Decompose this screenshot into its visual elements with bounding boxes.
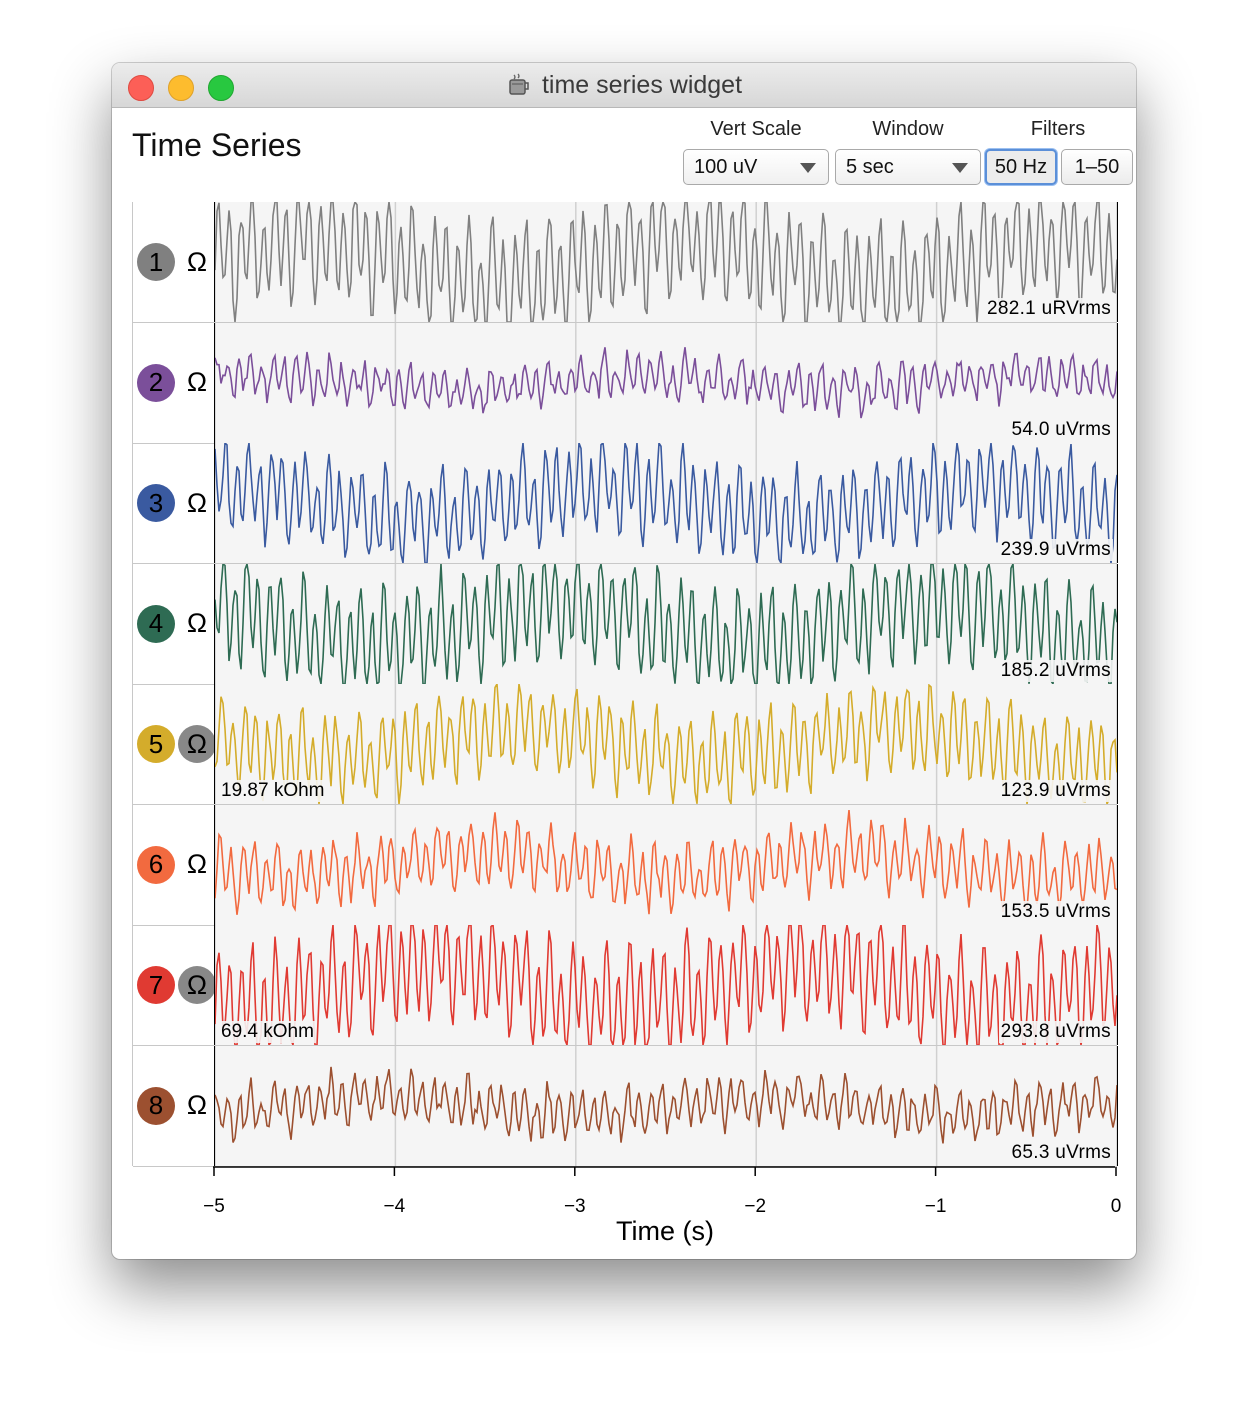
channel-signal-svg — [215, 443, 1117, 563]
app-window: time series widget Time Series Vert Scal… — [112, 63, 1136, 1259]
channel-signal-svg — [215, 804, 1117, 925]
vert-scale-select[interactable]: 100 uV — [683, 149, 829, 185]
x-tick-label: −1 — [924, 1196, 947, 1217]
close-button[interactable] — [128, 75, 154, 101]
impedance-label: 19.87 kOhm — [219, 780, 327, 802]
channel-number-button[interactable]: 7 — [137, 966, 175, 1004]
rms-label: 123.9 uVrms — [998, 780, 1113, 802]
channel-signal-line — [215, 202, 1117, 322]
notch-filter-button[interactable]: 50 Hz — [985, 149, 1057, 185]
window-select[interactable]: 5 sec — [835, 149, 981, 185]
x-tick-label: −2 — [744, 1196, 767, 1217]
zoom-button[interactable] — [208, 75, 234, 101]
channel-plot-area: 65.3 uVrms — [214, 1045, 1118, 1166]
impedance-toggle-icon[interactable]: Ω — [186, 246, 208, 277]
java-cup-icon — [509, 73, 529, 95]
channel-row: 1 Ω 282.1 uRVrms — [133, 202, 1118, 323]
channel-signal-svg — [215, 563, 1117, 684]
channel-signal-line — [215, 1066, 1117, 1144]
channel-row: 8 Ω 65.3 uVrms — [133, 1045, 1118, 1167]
time-series-plot: 1 Ω 282.1 uRVrms 2 Ω 54.0 uVrms 3 Ω 239.9 uVrms 4… — [132, 202, 1118, 1167]
x-tick-label: −3 — [563, 1196, 586, 1217]
channel-signal-line — [215, 443, 1117, 563]
channel-signal-line — [215, 809, 1117, 915]
channel-plot-area: 282.1 uRVrms — [214, 202, 1118, 322]
channel-number-button[interactable]: 3 — [137, 484, 175, 522]
x-tick-label: −4 — [383, 1196, 406, 1217]
vert-scale-label: Vert Scale — [710, 118, 802, 140]
channel-number-button[interactable]: 8 — [137, 1086, 175, 1125]
title-bar: time series widget — [112, 63, 1136, 108]
rms-label: 65.3 uVrms — [1009, 1141, 1113, 1164]
impedance-toggle-icon[interactable]: Ω — [186, 849, 208, 879]
rms-label: 239.9 uVrms — [998, 539, 1113, 561]
rms-label: 185.2 uVrms — [998, 659, 1113, 682]
minimize-button[interactable] — [168, 75, 194, 101]
x-axis-line — [213, 1166, 1117, 1176]
rms-label: 153.5 uVrms — [998, 900, 1113, 923]
channel-number-button[interactable]: 4 — [137, 604, 175, 643]
chevron-down-icon — [952, 163, 968, 173]
channel-number-button[interactable]: 6 — [137, 845, 175, 884]
impedance-toggle-icon[interactable]: Ω — [186, 367, 208, 397]
channel-signal-line — [215, 563, 1117, 684]
impedance-toggle-icon[interactable]: Ω — [186, 608, 208, 638]
window-title: time series widget — [541, 70, 743, 99]
rms-label: 293.8 uVrms — [998, 1021, 1113, 1043]
x-axis: Time (s) −5 −4 −3 −2 −1 0 — [203, 1166, 1121, 1256]
channel-plot-area: 293.8 uVrms 69.4 kOhm — [214, 925, 1118, 1045]
channel-signal-svg — [215, 1045, 1117, 1166]
rms-label: 282.1 uRVrms — [985, 298, 1113, 320]
rms-label: 54.0 uVrms — [1009, 418, 1113, 441]
channel-signal-svg — [215, 322, 1117, 443]
channel-plot-area: 153.5 uVrms — [214, 804, 1118, 925]
bandpass-filter-button[interactable]: 1–50 — [1061, 149, 1133, 185]
channel-signal-line — [215, 346, 1117, 418]
channel-signal-line — [215, 925, 1117, 1045]
impedance-label: 69.4 kOhm — [219, 1021, 316, 1043]
channel-signal-svg — [215, 925, 1117, 1045]
impedance-toggle-icon[interactable]: Ω — [186, 1090, 208, 1120]
impedance-toggle-icon[interactable]: Ω — [178, 725, 216, 763]
window-label: Window — [872, 118, 944, 140]
channel-signal-svg — [215, 202, 1117, 322]
channel-row: 6 Ω 153.5 uVrms — [133, 804, 1118, 926]
x-tick-label: 0 — [1110, 1196, 1122, 1217]
impedance-toggle-icon[interactable]: Ω — [186, 487, 208, 518]
channel-row: 5 Ω 123.9 uVrms 19.87 kOhm — [133, 684, 1118, 805]
channel-signal-svg — [215, 684, 1117, 804]
channel-plot-area: 54.0 uVrms — [214, 322, 1118, 443]
chevron-down-icon — [800, 163, 816, 173]
channel-row: 3 Ω 239.9 uVrms — [133, 443, 1118, 564]
channel-plot-area: 239.9 uVrms — [214, 443, 1118, 563]
page-title: Time Series — [132, 127, 302, 163]
window-value: 5 sec — [846, 155, 894, 178]
channel-row: 7 Ω 293.8 uVrms 69.4 kOhm — [133, 925, 1118, 1046]
channel-row: 2 Ω 54.0 uVrms — [133, 322, 1118, 444]
channel-row: 4 Ω 185.2 uVrms — [133, 563, 1118, 685]
impedance-toggle-icon[interactable]: Ω — [178, 966, 216, 1004]
channel-plot-area: 123.9 uVrms 19.87 kOhm — [214, 684, 1118, 804]
x-axis-title: Time (s) — [616, 1216, 714, 1246]
channel-number-button[interactable]: 5 — [137, 725, 175, 763]
filters-label: Filters — [1030, 118, 1086, 140]
channel-number-button[interactable]: 1 — [137, 243, 175, 281]
x-tick-label: −5 — [203, 1196, 225, 1217]
channel-number-button[interactable]: 2 — [137, 363, 175, 402]
channel-signal-line — [215, 684, 1117, 804]
vert-scale-value: 100 uV — [694, 155, 758, 178]
channel-plot-area: 185.2 uVrms — [214, 563, 1118, 684]
